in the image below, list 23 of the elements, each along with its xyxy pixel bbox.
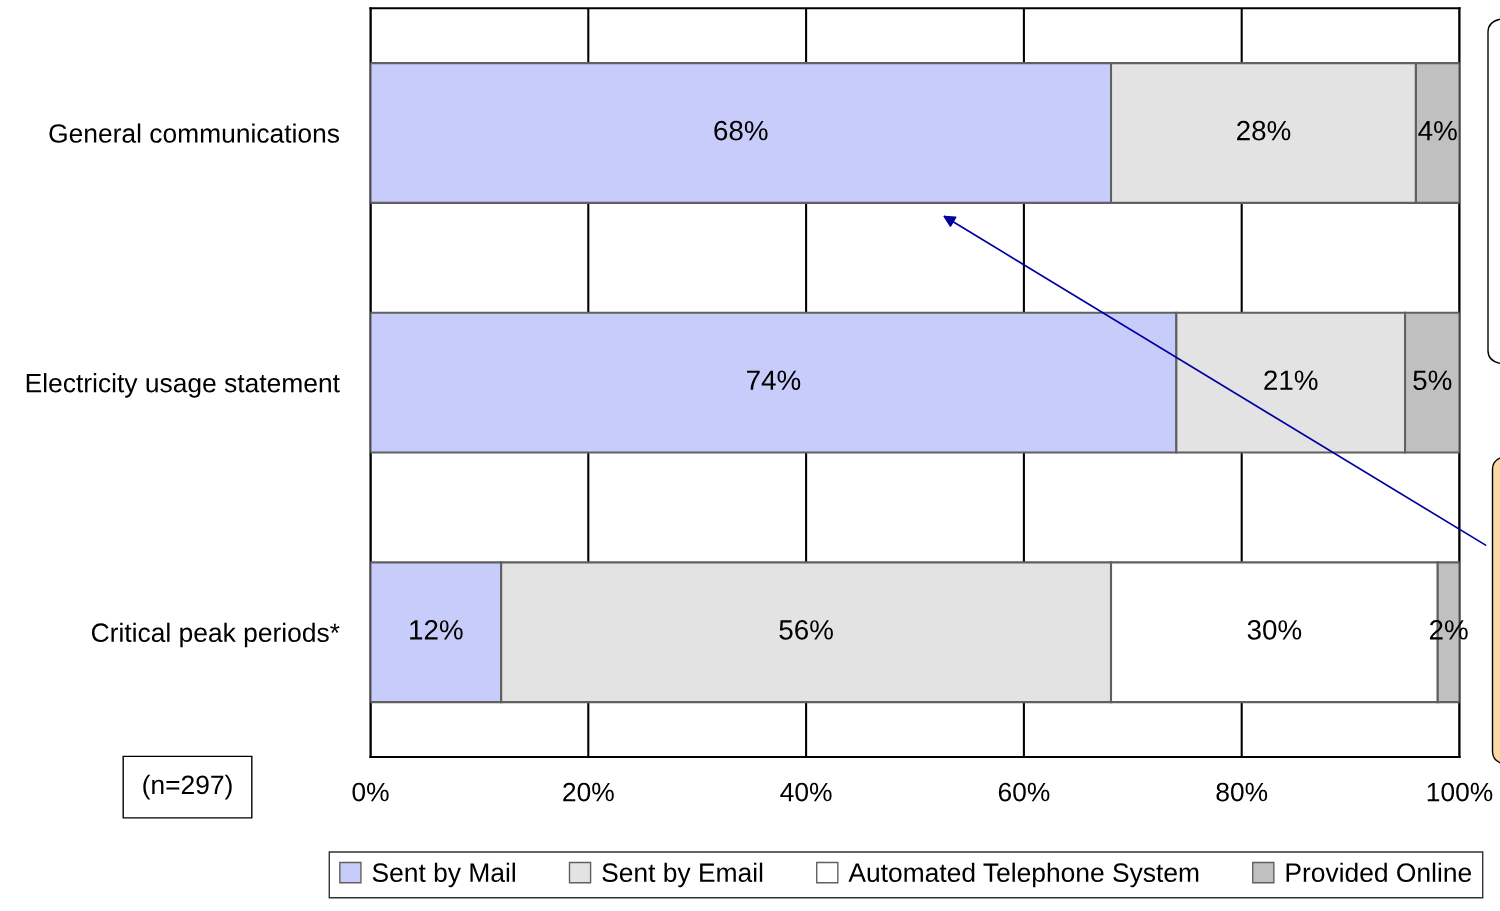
- data-label: 12%: [410, 620, 463, 640]
- legend-label: Provided Online: [1286, 862, 1471, 883]
- legend-label: Automated Telephone System: [848, 862, 1199, 888]
- data-label: 5%: [1413, 370, 1452, 391]
- data-label: 68%: [714, 120, 768, 141]
- x-tick-label: 20%: [563, 782, 614, 802]
- data-label: 21%: [1264, 370, 1318, 390]
- data-label: 30%: [1247, 620, 1302, 640]
- legend-label: Sent by Mail: [372, 862, 515, 888]
- x-tick-label: 80%: [1216, 782, 1268, 802]
- y-tick-label: Electricity usage statement: [26, 373, 340, 398]
- legend-label: Sent by Email: [602, 862, 763, 888]
- data-label: 4%: [1418, 120, 1457, 141]
- y-tick-label: Critical peak periods*: [91, 622, 340, 648]
- x-tick-label: 100%: [1427, 782, 1493, 802]
- data-label: 74%: [747, 370, 801, 390]
- x-tick-label: 40%: [780, 782, 832, 802]
- data-label: 56%: [779, 620, 833, 640]
- x-tick-label: 60%: [998, 782, 1050, 802]
- text: (n=297): [143, 774, 232, 800]
- x-tick-label: 0%: [352, 782, 389, 802]
- data-label: 28%: [1237, 120, 1291, 141]
- y-tick-label: General communications: [49, 123, 340, 143]
